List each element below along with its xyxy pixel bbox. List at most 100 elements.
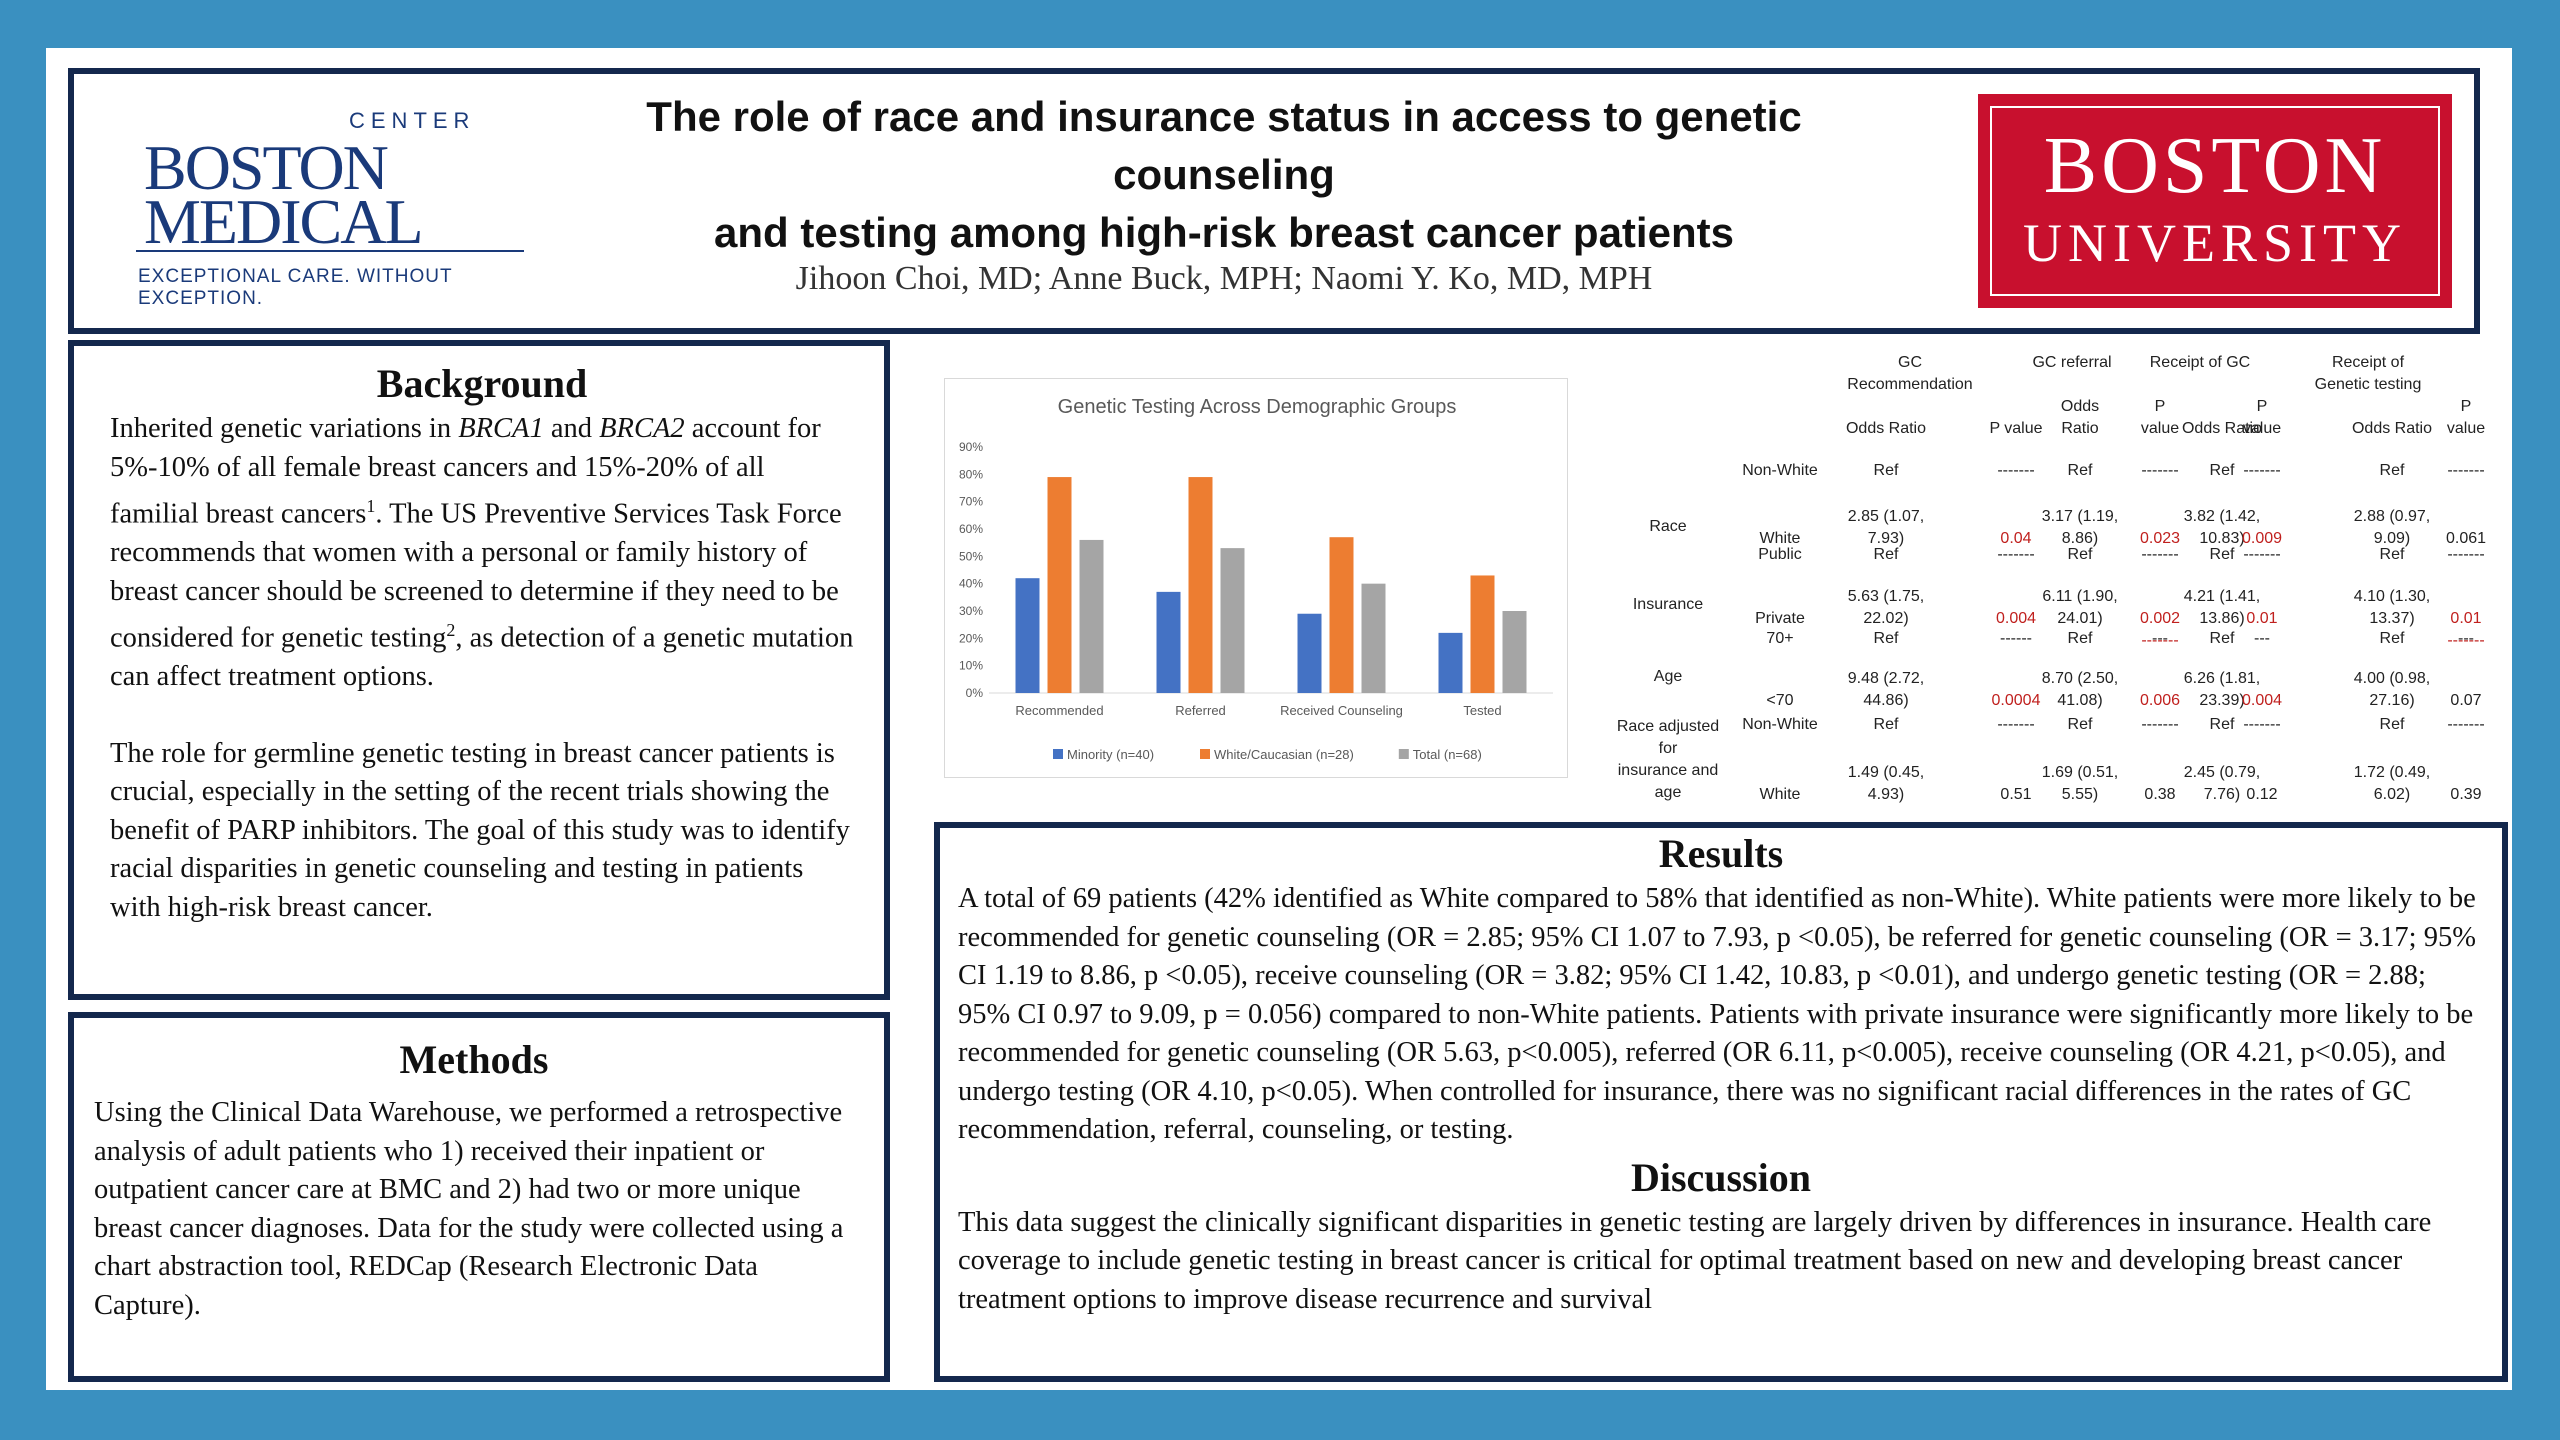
table-group-label: Race bbox=[1649, 518, 1687, 535]
table-cell: 0.04 bbox=[2000, 530, 2032, 547]
table-cell: 0.01 bbox=[2246, 610, 2278, 627]
table-group-label: Race adjusted for insurance and age bbox=[1616, 718, 1720, 801]
table-cell: 5.63 (1.75, 22.02) bbox=[1847, 588, 1925, 627]
table-cell: 0.39 bbox=[2450, 786, 2482, 803]
table-cell: ------- bbox=[2243, 462, 2281, 479]
table-header: GC Recommendation bbox=[1847, 354, 1973, 393]
table-cell: 0.006 bbox=[2139, 692, 2181, 709]
table-row-label: Public bbox=[1758, 546, 1802, 563]
background-paragraph-1: Inherited genetic variations in BRCA1 an… bbox=[110, 410, 854, 697]
x-tick-label: Tested bbox=[1463, 703, 1501, 718]
bar-2-0 bbox=[1079, 539, 1104, 693]
bar-1-2 bbox=[1329, 537, 1354, 693]
y-tick-label: 90% bbox=[959, 440, 983, 454]
table-cell: Ref bbox=[2379, 546, 2405, 563]
table-cell: 0.51 bbox=[2000, 786, 2032, 803]
legend-label-2: Total (n=68) bbox=[1413, 747, 1482, 762]
boston-medical-center-logo: CENTER BOSTON MEDICAL EXCEPTIONAL CARE. … bbox=[104, 102, 524, 312]
legend-label-0: Minority (n=40) bbox=[1067, 747, 1154, 762]
bar-0-3 bbox=[1438, 632, 1463, 693]
table-cell: 3.17 (1.19, 8.86) bbox=[2041, 508, 2119, 547]
table-cell: 6.26 (1.81, 23.39) bbox=[2183, 670, 2261, 709]
odds-ratio-table: GC Recommendation GC referral Receipt of G… bbox=[1608, 348, 2486, 808]
bmc-logo-rule bbox=[136, 250, 524, 252]
y-tick-label: 70% bbox=[959, 495, 983, 509]
table-row-label: White bbox=[1759, 786, 1801, 803]
methods-panel: Methods Using the Clinical Data Warehous… bbox=[68, 1012, 890, 1382]
table-cell: 0.12 bbox=[2246, 786, 2278, 803]
methods-text: Using the Clinical Data Warehouse, we pe… bbox=[94, 1097, 844, 1321]
table-cell: 0.07 bbox=[2450, 692, 2482, 709]
bu-logo-line2: UNIVERSITY bbox=[2023, 213, 2407, 273]
table-cell: 4.21 (1.41, 13.86) bbox=[2183, 588, 2261, 627]
results-panel: Results A total of 69 patients (42% iden… bbox=[934, 822, 2508, 1382]
table-row-label: Non-White bbox=[1742, 716, 1818, 733]
table-cell: Ref bbox=[1873, 546, 1899, 563]
header-panel: CENTER BOSTON MEDICAL EXCEPTIONAL CARE. … bbox=[68, 68, 2480, 334]
bg-text-b: account for 5%-10% of all female breast … bbox=[110, 413, 821, 530]
background-panel: Background Inherited genetic variations … bbox=[68, 340, 890, 1000]
legend-swatch-0 bbox=[1053, 749, 1063, 759]
title-line-2: and testing among high-risk breast cance… bbox=[714, 209, 1734, 256]
table-header: Receipt of GC bbox=[2149, 354, 2251, 371]
table-cell: 0.061 bbox=[2445, 530, 2487, 547]
table-cell: 6.11 (1.90, 24.01) bbox=[2042, 588, 2118, 627]
citation-2: 2 bbox=[446, 620, 456, 640]
table-cell: Ref bbox=[2067, 716, 2093, 733]
table-cell: ------- bbox=[2243, 546, 2281, 563]
table-cell: 3.82 (1.42, 10.83) bbox=[2183, 508, 2261, 547]
table-cell: 0.38 bbox=[2144, 786, 2176, 803]
table-cell: 2.85 (1.07, 7.93) bbox=[1847, 508, 1925, 547]
legend-swatch-1 bbox=[1200, 749, 1210, 759]
table-cell: 0.002 ------- bbox=[2139, 610, 2181, 649]
discussion-heading: Discussion bbox=[1630, 1154, 1812, 1200]
table-cell: 0.009 bbox=[2241, 530, 2283, 547]
table-cell: 1.69 (0.51, 5.55) bbox=[2041, 764, 2119, 803]
table-cell: Ref bbox=[2067, 462, 2093, 479]
y-tick-label: 60% bbox=[959, 522, 983, 536]
y-tick-label: 50% bbox=[959, 549, 983, 563]
methods-heading: Methods bbox=[399, 1037, 549, 1082]
bu-logo-line1: BOSTON bbox=[2043, 122, 2387, 210]
table-cell: ------- bbox=[2141, 546, 2179, 563]
bmc-logo-line1: BOSTON bbox=[144, 132, 389, 203]
table-group-label: Insurance bbox=[1632, 596, 1704, 613]
discussion-text: This data suggest the clinically signifi… bbox=[958, 1206, 2432, 1315]
chart-title: Genetic Testing Across Demographic Group… bbox=[1058, 396, 1457, 418]
table-subheader: P value bbox=[2140, 398, 2180, 437]
bmc-logo-tagline: EXCEPTIONAL CARE. WITHOUT EXCEPTION. bbox=[138, 266, 453, 309]
table-cell: 2.45 (0.79, 7.76) bbox=[2183, 764, 2261, 803]
table-cell: ------- bbox=[1997, 462, 2035, 479]
table-cell: 0.004 bbox=[1995, 610, 2037, 627]
table-cell: Ref bbox=[2209, 462, 2235, 479]
bar-1-1 bbox=[1188, 477, 1213, 693]
bu-logo-border bbox=[1990, 106, 2440, 296]
table-subheader: Odds Ratio bbox=[2060, 398, 2100, 437]
table-cell: ------- bbox=[1997, 716, 2035, 733]
table-cell: 0.01 ------- bbox=[2447, 610, 2485, 649]
y-tick-label: 30% bbox=[959, 604, 983, 618]
background-heading: Background bbox=[376, 361, 588, 406]
title-line-1: The role of race and insurance status in… bbox=[646, 93, 1802, 198]
x-tick-label: Recommended bbox=[1015, 703, 1103, 718]
bg-text-d: , as detection of a genetic mutation can… bbox=[110, 622, 854, 693]
y-tick-label: 80% bbox=[959, 467, 983, 481]
table-header: Receipt of Genetic testing bbox=[2314, 354, 2422, 393]
bg-text-a: Inherited genetic variations in bbox=[110, 413, 459, 444]
legend-label-1: White/Caucasian (n=28) bbox=[1214, 747, 1354, 762]
bmc-logo-center-text: CENTER bbox=[349, 108, 476, 133]
table-cell: 1.49 (0.45, 4.93) bbox=[1847, 764, 1925, 803]
table-subheader: P value bbox=[2446, 398, 2486, 437]
y-tick-label: 20% bbox=[959, 631, 983, 645]
boston-university-logo: BOSTON UNIVERSITY bbox=[1978, 94, 2452, 308]
table-cell: 0.0004 bbox=[1991, 692, 2041, 709]
table-cell: Ref bbox=[1873, 716, 1899, 733]
table-cell: ------- bbox=[2141, 462, 2179, 479]
bar-0-2 bbox=[1297, 613, 1322, 693]
table-cell: ------- bbox=[2447, 462, 2485, 479]
bar-2-1 bbox=[1220, 548, 1245, 693]
x-tick-label: Referred bbox=[1175, 703, 1226, 718]
table-cell: Ref bbox=[2067, 630, 2093, 647]
table-row-label: Non-White bbox=[1742, 462, 1818, 479]
table-cell: Ref bbox=[2379, 462, 2405, 479]
